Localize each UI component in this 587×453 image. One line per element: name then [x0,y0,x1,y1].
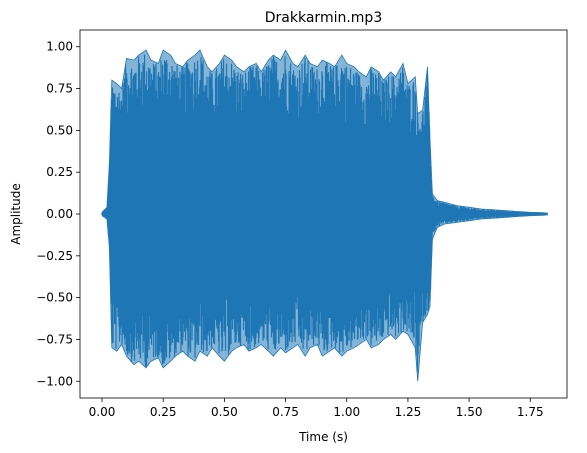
x-tick-label: 1.25 [395,405,422,419]
x-tick-label: 1.75 [517,405,544,419]
y-axis-label: Amplitude [9,183,23,245]
y-tick-label: −0.25 [36,249,73,263]
waveform-envelope [101,49,548,382]
y-tick-label: −0.50 [36,291,73,305]
plot-area [101,49,548,382]
y-tick-label: 1.00 [46,40,73,54]
y-tick-label: −1.00 [36,374,73,388]
chart-title: Drakkarmin.mp3 [265,10,382,26]
x-axis: 0.00 0.25 0.50 0.75 1.00 1.25 1.50 1.75 [89,398,544,419]
x-tick-label: 1.00 [333,405,360,419]
x-tick-label: 0.75 [272,405,299,419]
y-tick-label: 0.00 [46,207,73,221]
x-axis-label: Time (s) [298,430,348,444]
x-tick-label: 1.50 [456,405,483,419]
y-tick-label: 0.25 [46,165,73,179]
x-tick-label: 0.25 [150,405,177,419]
x-tick-label: 0.00 [89,405,116,419]
y-tick-label: −0.75 [36,332,73,346]
x-tick-label: 0.50 [211,405,238,419]
y-axis: −1.00 −0.75 −0.50 −0.25 0.00 0.25 0.50 0.75 1.00 [36,40,80,388]
y-tick-label: 0.75 [46,82,73,96]
y-tick-label: 0.50 [46,123,73,137]
